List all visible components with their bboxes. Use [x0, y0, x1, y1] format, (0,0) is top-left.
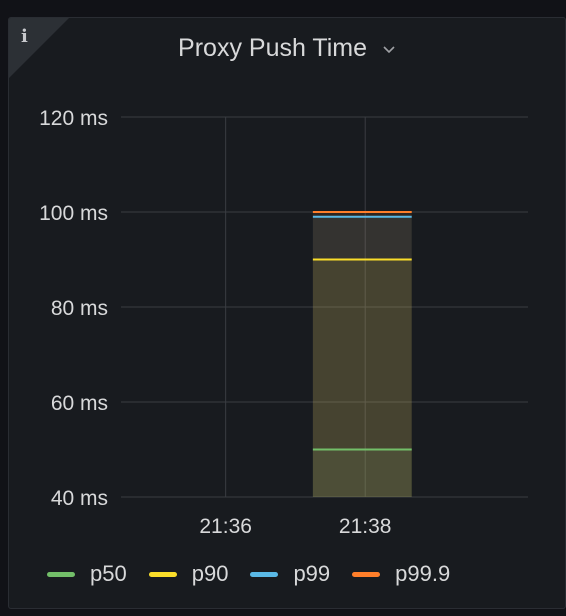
legend-item-p99.9[interactable]: p99.9 — [352, 561, 450, 587]
y-tick-label: 80 ms — [51, 297, 108, 320]
grid-lines — [121, 116, 528, 498]
chart-plot: 40 ms 60 ms 80 ms 100 ms 120 ms 21:36 21:38 — [39, 107, 528, 538]
chevron-down-icon[interactable] — [382, 44, 396, 54]
legend: p50 p90 p99 p99.9 — [47, 561, 472, 587]
y-tick-label: 60 ms — [51, 392, 108, 415]
y-tick-label: 120 ms — [39, 107, 108, 130]
series-lines — [312, 211, 412, 451]
legend-swatch — [250, 571, 279, 577]
legend-item-p99[interactable]: p99 — [250, 561, 330, 587]
x-tick-label: 21:38 — [339, 515, 392, 538]
legend-swatch — [148, 571, 177, 577]
series-fills — [312, 212, 412, 497]
legend-item-p50[interactable]: p50 — [47, 561, 127, 587]
y-axis-ticks: 40 ms 60 ms 80 ms 100 ms 120 ms — [39, 107, 108, 510]
series-fill-p90 — [312, 259, 412, 497]
info-icon[interactable]: i — [21, 26, 28, 47]
legend-swatch — [352, 571, 381, 577]
legend-label[interactable]: p50 — [90, 561, 127, 586]
x-tick-label: 21:36 — [199, 515, 252, 538]
x-axis-ticks: 21:36 21:38 — [199, 515, 391, 538]
legend-swatch — [47, 571, 75, 577]
series-fill-p99.9 — [312, 212, 412, 497]
panel-info-corner[interactable] — [9, 18, 69, 78]
panel-title-text[interactable]: Proxy Push Time — [178, 34, 367, 62]
legend-item-p90[interactable]: p90 — [148, 561, 229, 587]
series-fill-p50 — [312, 449, 412, 497]
y-tick-label: 40 ms — [51, 487, 108, 510]
legend-label[interactable]: p99.9 — [395, 561, 451, 586]
y-tick-label: 100 ms — [39, 202, 108, 225]
panel-title[interactable]: Proxy Push Time — [9, 34, 565, 63]
legend-label[interactable]: p90 — [191, 561, 229, 586]
graph-panel: i Proxy Push Time 40 ms 60 ms 80 ms 100 ms 1… — [8, 17, 566, 609]
legend-label[interactable]: p99 — [293, 561, 331, 586]
